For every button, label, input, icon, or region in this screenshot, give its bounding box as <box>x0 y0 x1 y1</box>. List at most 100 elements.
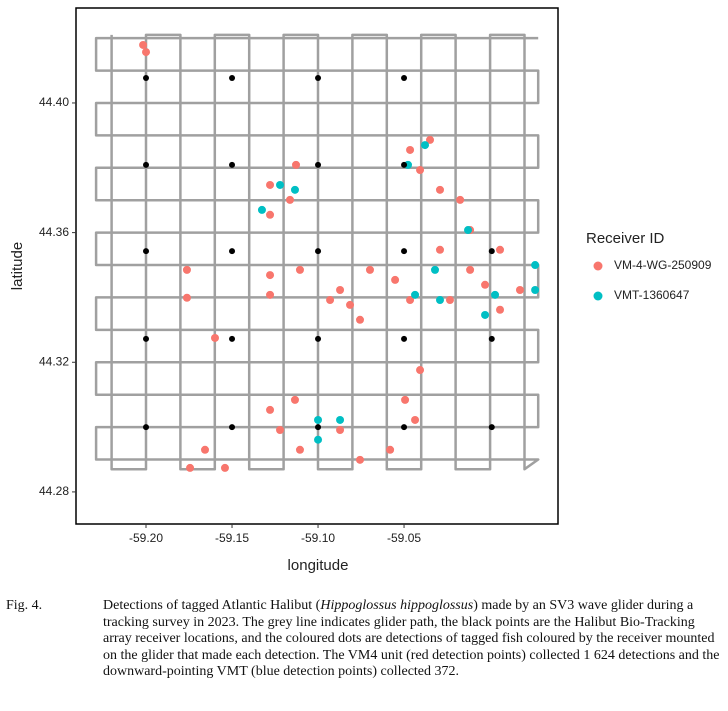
caption-text: Detections of tagged Atlantic Halibut (H… <box>103 598 722 681</box>
legend-marker <box>593 261 603 271</box>
detection-point <box>266 271 275 280</box>
detection-point <box>285 195 294 204</box>
x-tick-label: -59.20 <box>129 531 163 545</box>
x-tick-label: -59.10 <box>301 531 335 545</box>
detection-point <box>464 226 473 235</box>
detection-point <box>295 265 304 274</box>
detection-point <box>201 445 210 454</box>
receiver-point <box>229 248 236 255</box>
receiver-point <box>229 424 236 431</box>
x-tick-label: -59.15 <box>215 531 249 545</box>
detection-point <box>210 333 219 342</box>
receiver-point <box>401 161 408 168</box>
receiver-point <box>488 335 495 342</box>
detection-point <box>336 415 345 424</box>
x-axis-label: longitude <box>288 557 349 574</box>
detection-point <box>142 48 151 57</box>
legend-marker <box>593 291 603 301</box>
detection-point <box>266 180 275 189</box>
receiver-point <box>315 424 322 431</box>
chart: longitude latitude Receiver ID -59.20 -59… <box>9 7 712 574</box>
detection-point <box>186 463 195 472</box>
receiver-point <box>143 248 150 255</box>
plot-frame <box>75 7 559 525</box>
receiver-point <box>229 335 236 342</box>
receiver-point <box>401 335 408 342</box>
detection-point <box>416 166 425 175</box>
detection-point <box>182 293 191 302</box>
receiver-point <box>143 75 150 82</box>
detection-point <box>266 210 275 219</box>
receiver-point <box>401 424 408 431</box>
y-tick-label: 44.32 <box>39 354 69 368</box>
legend-label: VM-4-WG-250909 <box>614 258 712 272</box>
detection-point <box>406 145 415 154</box>
detection-point <box>386 445 395 454</box>
detection-point <box>266 290 275 299</box>
detection-point <box>466 265 475 274</box>
detection-point <box>426 135 435 144</box>
detection-point <box>326 296 335 305</box>
receiver-point <box>315 75 322 82</box>
detection-point <box>292 160 301 169</box>
caption-species: Hippoglossus hippoglossus <box>320 598 474 613</box>
detection-point <box>290 185 299 194</box>
detection-point <box>356 315 365 324</box>
receiver-point <box>229 161 236 168</box>
detection-point <box>531 285 540 294</box>
receiver-point <box>315 161 322 168</box>
receiver-point <box>488 424 495 431</box>
caption-text-part: Detections of tagged Atlantic Halibut ( <box>103 598 321 613</box>
detection-point <box>445 296 454 305</box>
receiver-point <box>143 424 150 431</box>
detection-point <box>391 275 400 284</box>
detection-point <box>416 366 425 375</box>
detection-point <box>491 290 500 299</box>
detection-point <box>481 310 490 319</box>
detection-point <box>290 395 299 404</box>
receiver-point <box>229 75 236 82</box>
detection-point <box>456 195 465 204</box>
detection-point <box>266 405 275 414</box>
y-tick-label: 44.36 <box>39 225 69 239</box>
y-tick-label: 44.28 <box>39 484 69 498</box>
detection-point <box>435 296 444 305</box>
detection-point <box>531 261 540 270</box>
detection-point <box>314 435 323 444</box>
detection-point <box>496 305 505 314</box>
detection-point <box>515 285 524 294</box>
detection-point <box>481 280 490 289</box>
caption-text-part: ) made by an SV3 wave glider during a tr… <box>103 598 720 679</box>
detection-point <box>257 205 266 214</box>
detection-point <box>336 426 345 435</box>
detection-point <box>182 265 191 274</box>
caption: Fig. 4. Detections of tagged Atlantic Ha… <box>6 598 722 681</box>
detection-point <box>336 285 345 294</box>
detection-point <box>406 296 415 305</box>
detection-point <box>411 290 420 299</box>
detection-point <box>435 185 444 194</box>
receiver-point <box>401 248 408 255</box>
detection-point <box>421 141 430 150</box>
legend-label: VMT-1360647 <box>614 288 690 302</box>
detection-point <box>295 445 304 454</box>
detection-point <box>276 426 285 435</box>
detection-point <box>346 300 355 309</box>
glider-path <box>94 33 540 471</box>
detection-point <box>401 395 410 404</box>
receiver-point <box>401 75 408 82</box>
y-axis-label: latitude <box>9 242 26 290</box>
detection-point <box>356 455 365 464</box>
detection-point <box>314 415 323 424</box>
detection-point <box>139 40 148 49</box>
receiver-point <box>488 248 495 255</box>
receiver-point <box>315 248 322 255</box>
receiver-point <box>143 335 150 342</box>
detection-point <box>276 180 285 189</box>
y-tick-label: 44.40 <box>39 95 69 109</box>
detection-point <box>496 245 505 254</box>
receiver-point <box>143 161 150 168</box>
detection-point <box>220 463 229 472</box>
x-tick-label: -59.05 <box>387 531 421 545</box>
